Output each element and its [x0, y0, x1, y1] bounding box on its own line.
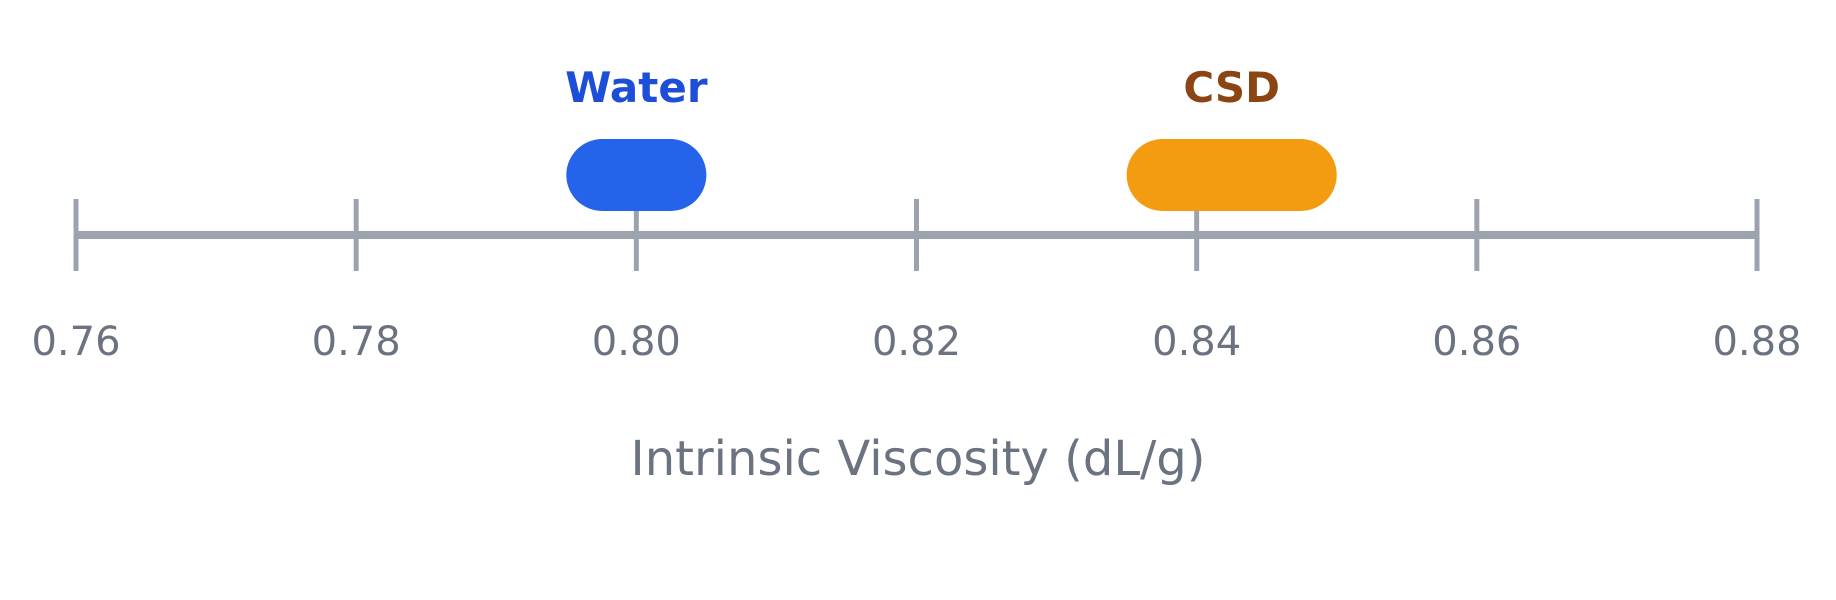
x-tick-label: 0.86 — [1432, 319, 1521, 365]
range-label-water: Water — [565, 63, 708, 112]
x-tick-label: 0.84 — [1152, 319, 1241, 365]
range-label-csd: CSD — [1183, 63, 1280, 112]
axis-layer — [73, 199, 1760, 271]
ranges-layer — [566, 139, 1337, 211]
labels-layer: 0.76 0.78 0.80 0.82 0.84 0.86 0.88 Water CSD — [31, 63, 1801, 365]
range-bar-csd — [1126, 139, 1337, 211]
x-tick-label: 0.80 — [592, 319, 681, 365]
x-tick-label: 0.82 — [872, 319, 961, 365]
x-axis-title: Intrinsic Viscosity (dL/g) — [631, 431, 1206, 487]
x-tick-label: 0.78 — [312, 319, 401, 365]
range-bar-water — [566, 139, 707, 211]
x-tick-label: 0.88 — [1712, 319, 1801, 365]
x-tick-label: 0.76 — [31, 319, 120, 365]
